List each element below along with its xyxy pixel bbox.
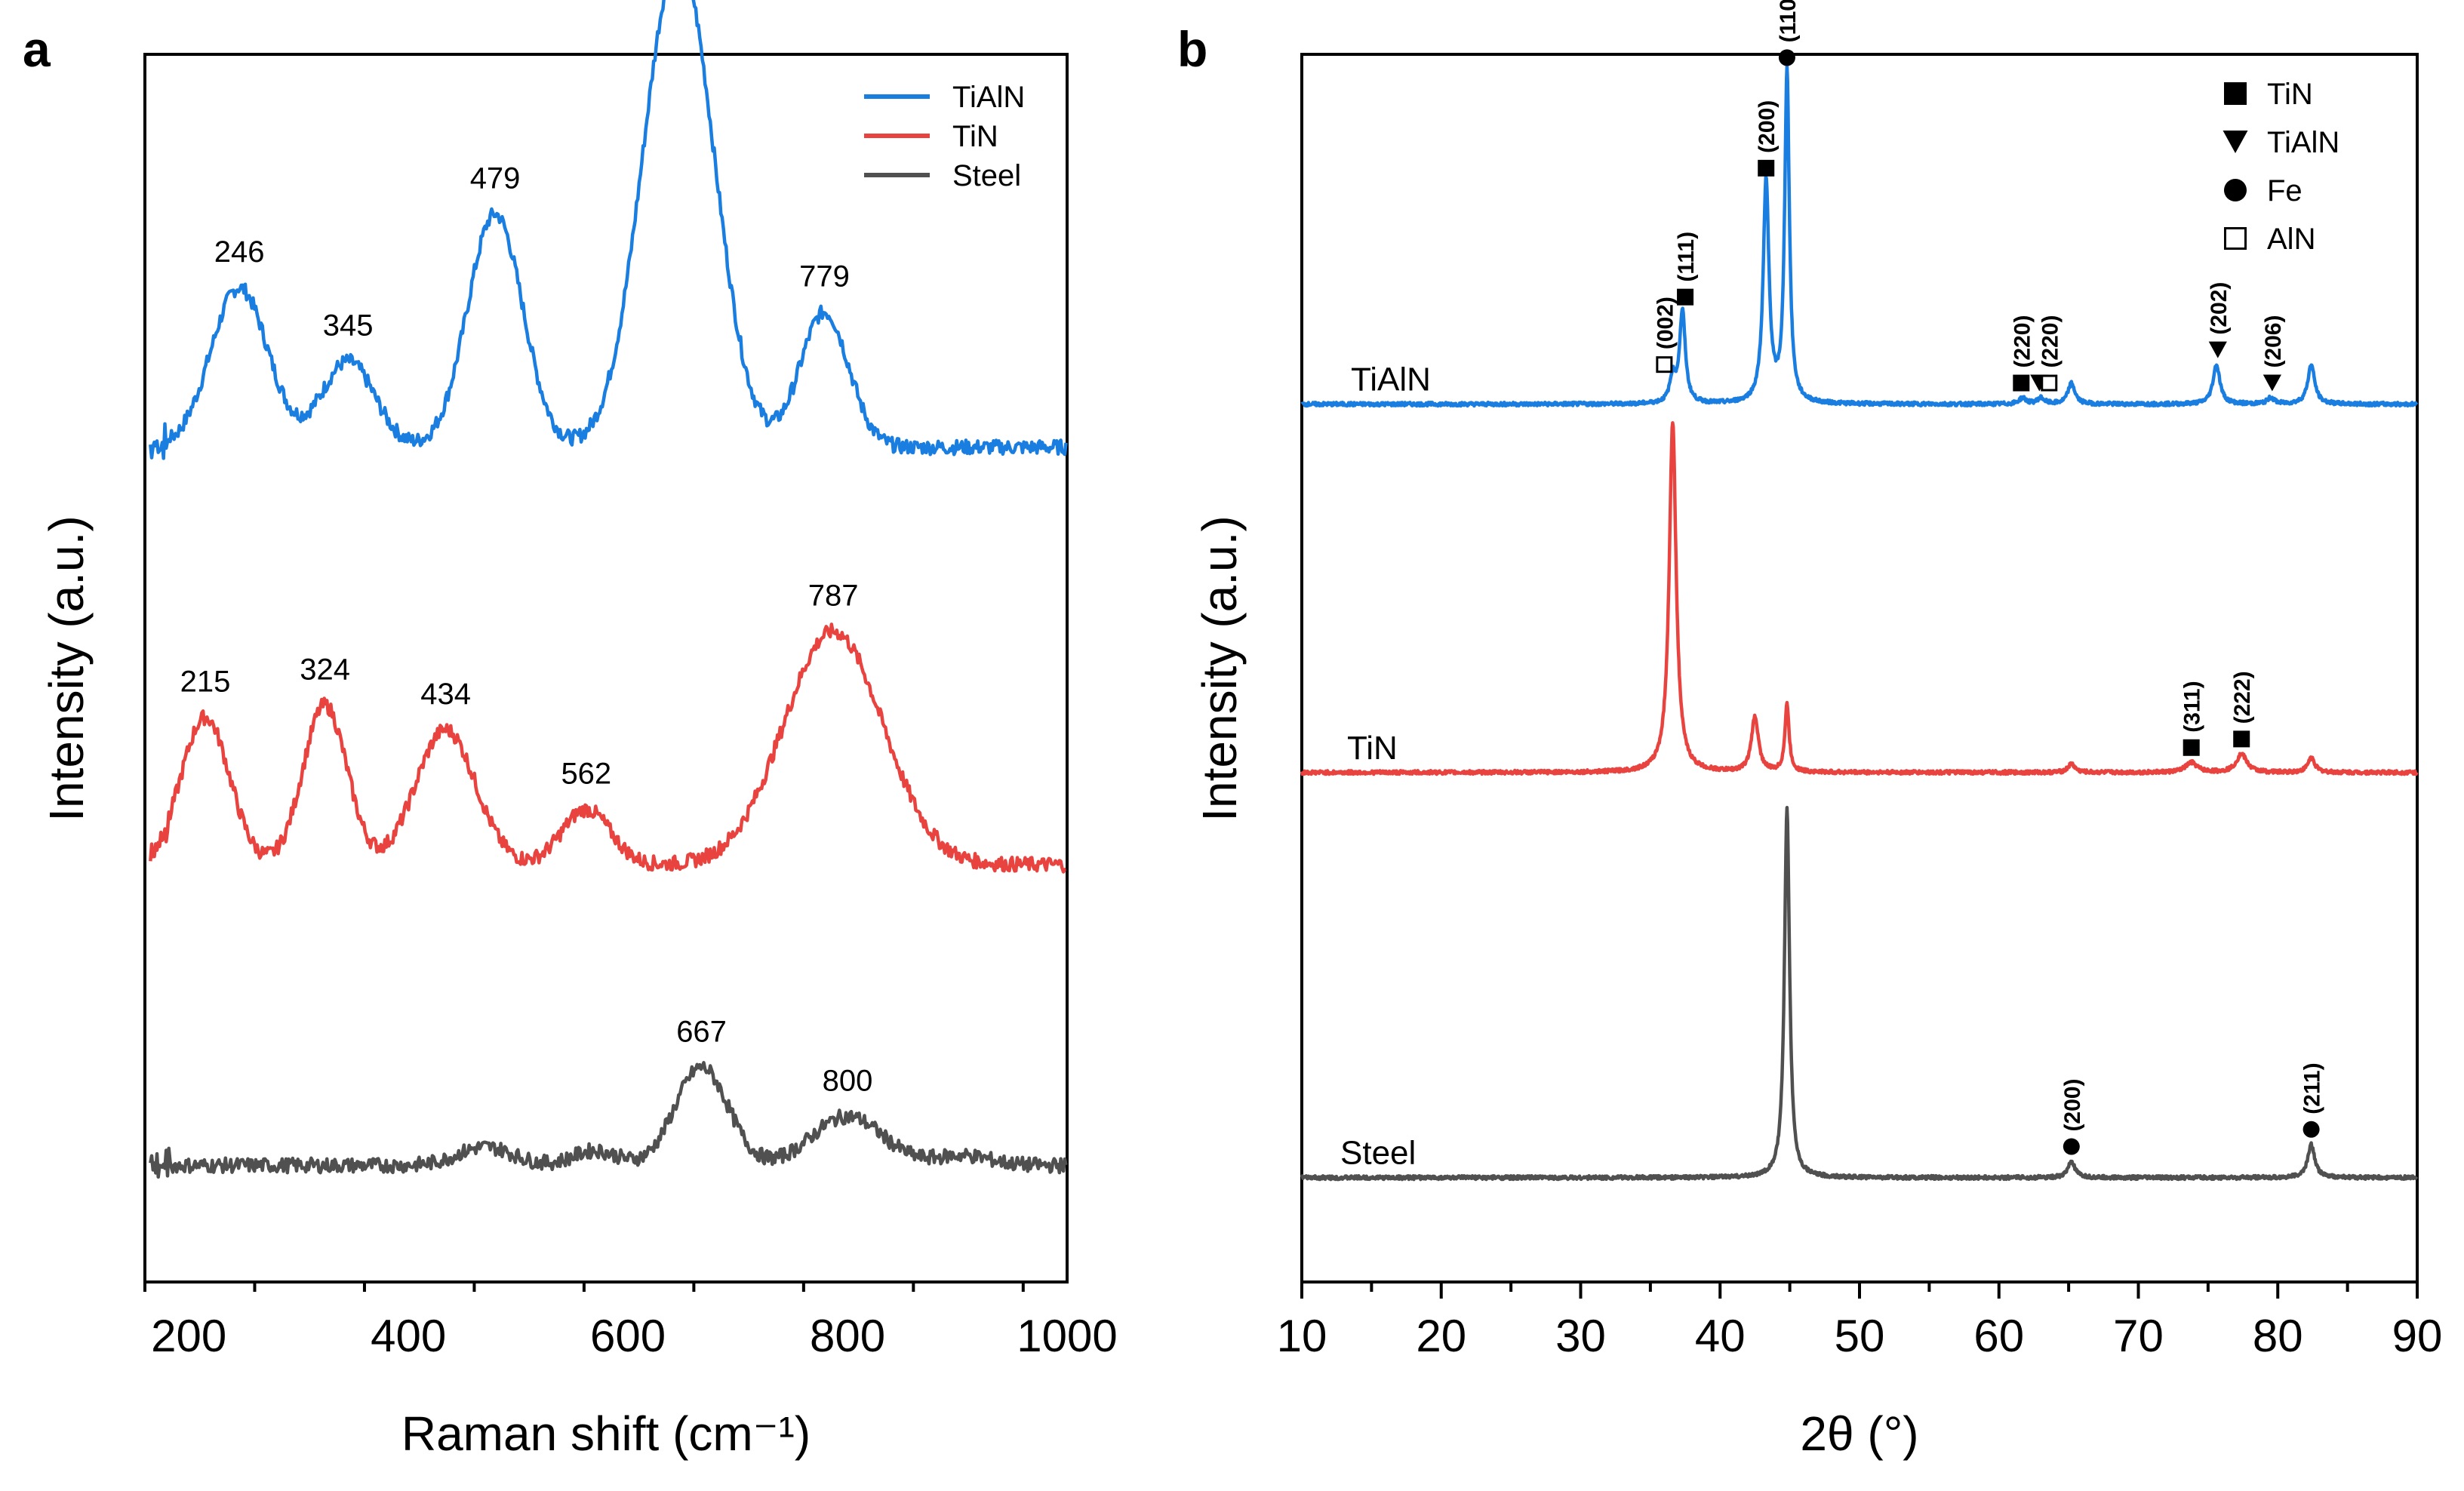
phase-marker-aln-open-square [2041,374,2058,392]
series-line-steel [149,1061,1068,1179]
peak-label: 800 [823,1064,873,1097]
panel-b-plot: TiAlN (002) (111) (200) (110) (220) (220) (202)… [1300,0,2419,1182]
hkl-label: (200) [1755,100,1780,153]
hkl-label: (311) [2180,681,2205,732]
series-line-tialn [149,0,1068,460]
phase-marker-tin-square [2013,374,2030,392]
panel-a-x-label: Raman shift (cm⁻¹) [401,1406,811,1461]
panel-b: b 10 20 30 40 50 60 70 80 90 TiAlN (002) (111) (200… [1177,0,2442,1461]
series-label-tialn: TiAlN [1351,361,1431,398]
legend-symbol-tialn-triangle [2223,131,2248,153]
x-tick-label: 70 [2113,1311,2164,1361]
hkl-label: (202) [2207,282,2232,335]
phase-marker-tialn-triangle [2263,374,2281,392]
hkl-label: (206) [2261,315,2286,368]
panel-b-letter: b [1177,21,1207,77]
hkl-label: (211) [2300,1062,2325,1114]
x-tick-label: 800 [810,1311,885,1361]
phase-marker-tin-square [2183,739,2200,756]
phase-marker-tin-square [1677,288,1694,306]
peak-label: 324 [300,653,350,686]
hkl-label: (002) [1653,297,1678,349]
peak-label: 215 [180,666,231,699]
legend-label-tin: TiN [952,120,998,153]
x-tick-label: 60 [1973,1311,2024,1361]
panel-a-letter: a [23,21,51,77]
series-line-tin [1300,421,2419,776]
series-label-steel: Steel [1340,1135,1416,1172]
x-tick-label: 40 [1695,1311,1746,1361]
peak-label: 667 [676,1015,727,1048]
x-tick-label: 80 [2253,1311,2303,1361]
peak-label: 246 [214,235,265,269]
peak-label: 787 [808,579,859,613]
x-tick-label: 1000 [1017,1311,1117,1361]
peak-label: 562 [561,758,611,791]
legend-symbol-fe-circle [2224,179,2247,201]
panel-a-y-label: Intensity (a.u.) [39,515,94,822]
legend-symbol-tin-square [2224,82,2247,105]
x-tick-label: 90 [2392,1311,2443,1361]
series-line-tin [149,623,1067,874]
series-label-tin: TiN [1347,730,1398,767]
legend-label: AlN [2267,223,2315,256]
panel-b-x-label: 2θ (°) [1800,1406,1918,1461]
panel-a-frame [143,53,1069,1283]
legend-symbol-aln-open-square [2224,227,2247,250]
x-tick-label: 20 [1416,1311,1466,1361]
legend-label: TiAlN [2267,126,2339,159]
phase-marker-tialn-triangle [2208,341,2227,358]
x-tick-label: 30 [1555,1311,1606,1361]
phase-marker-tin-square [2233,730,2250,748]
panel-b-y-label: Intensity (a.u.) [1192,515,1247,822]
x-tick-label: 200 [151,1311,226,1361]
x-tick-label: 50 [1835,1311,1885,1361]
peak-label: 479 [470,162,521,195]
phase-marker-tin-square [1758,159,1775,177]
series-line-tialn [1300,63,2419,408]
panel-b-x-ticks: 10 20 30 40 50 60 70 80 90 [1277,1282,2443,1361]
phase-marker-fe-circle [1778,49,1795,66]
hkl-label: (222) [2230,671,2255,724]
peak-label: 779 [799,260,850,294]
hkl-label: (200) [2060,1079,2085,1132]
x-tick-label: 600 [590,1311,666,1361]
x-tick-label: 400 [371,1311,446,1361]
panel-a-plot: 246345479646779215324434562787667800 [149,0,1068,1179]
series-line-steel [1300,806,2419,1182]
hkl-label: (220) [2038,315,2063,368]
hkl-label: (110) [1776,0,1801,42]
phase-marker-fe-circle [2303,1121,2320,1138]
panel-b-frame [1300,53,2419,1283]
phase-marker-aln-open-square [1656,356,1673,374]
legend-label: TiN [2267,78,2313,111]
panel-a-legend: TiAlN TiN Steel [864,81,1025,192]
legend-label-steel: Steel [952,159,1021,192]
peak-label: 345 [323,309,374,343]
panel-b-legend: TiN TiAlN Fe AlN [2223,78,2339,256]
hkl-label: (220) [2010,315,2035,368]
panel-a-x-ticks: 200 400 600 800 1000 [143,1282,1118,1361]
legend-label: Fe [2267,174,2303,208]
legend-label-tialn: TiAlN [952,81,1025,114]
hkl-label: (111) [1674,232,1699,282]
x-tick-label: 10 [1277,1311,1327,1361]
phase-marker-fe-circle [2063,1138,2080,1155]
peak-label: 434 [420,678,471,711]
